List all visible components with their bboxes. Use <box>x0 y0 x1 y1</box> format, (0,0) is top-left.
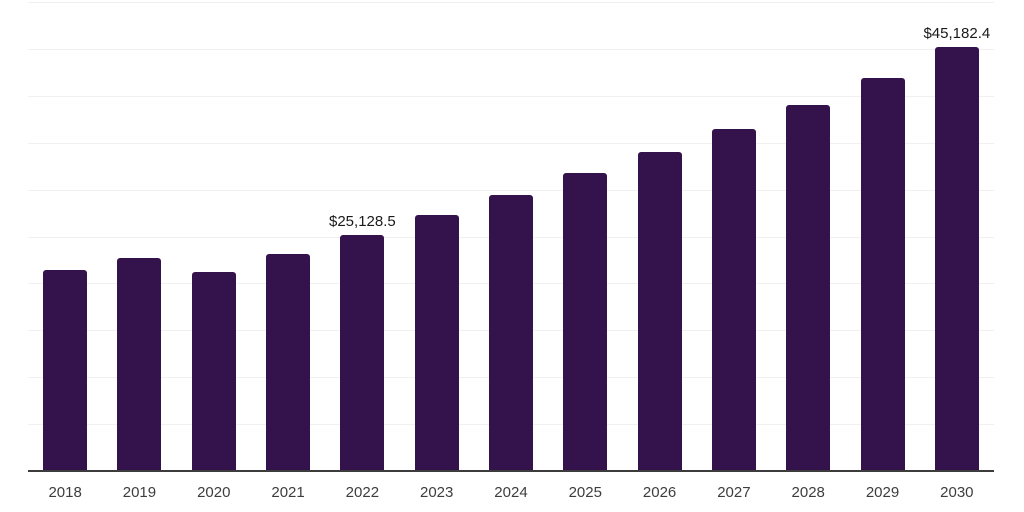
gridline-30000 <box>28 189 994 191</box>
gridline-45000 <box>28 48 994 50</box>
x-tick-label-2029: 2029 <box>865 484 900 501</box>
x-tick-label-2025: 2025 <box>568 484 602 501</box>
bar-2022 <box>340 235 385 471</box>
x-tick-label-2020: 2020 <box>197 484 231 501</box>
bar-2020 <box>191 271 236 471</box>
x-tick-label-2030: 2030 <box>940 484 974 501</box>
x-tick-label-2023: 2023 <box>419 484 454 501</box>
bar-2021 <box>266 254 311 471</box>
bar-2019 <box>117 257 162 471</box>
x-tick-label-2024: 2024 <box>494 484 528 501</box>
bar-2026 <box>637 152 682 471</box>
bar-2023 <box>414 215 459 471</box>
bar-2029 <box>860 77 905 471</box>
value-label-2030: $45,182.4 <box>923 25 991 43</box>
gridline-50000 <box>28 2 994 3</box>
x-tick-label-2022: 2022 <box>345 484 380 501</box>
x-tick-label-2027: 2027 <box>717 484 751 501</box>
x-tick-label-2028: 2028 <box>791 484 825 501</box>
bar-2028 <box>786 105 831 471</box>
bar-2024 <box>489 194 533 471</box>
x-axis-line <box>28 470 994 472</box>
bar-2025 <box>563 173 608 471</box>
x-tick-label-2021: 2021 <box>271 484 305 501</box>
value-label-2022: $25,128.5 <box>329 213 396 231</box>
bar-2018 <box>43 270 88 471</box>
bar-2027 <box>711 129 756 471</box>
gridline-40000 <box>28 95 994 97</box>
bar-2030 <box>934 47 979 471</box>
x-tick-label-2019: 2019 <box>122 484 157 501</box>
x-tick-label-2026: 2026 <box>642 484 677 501</box>
gridline-35000 <box>28 142 994 144</box>
x-tick-label-2018: 2018 <box>48 484 82 501</box>
